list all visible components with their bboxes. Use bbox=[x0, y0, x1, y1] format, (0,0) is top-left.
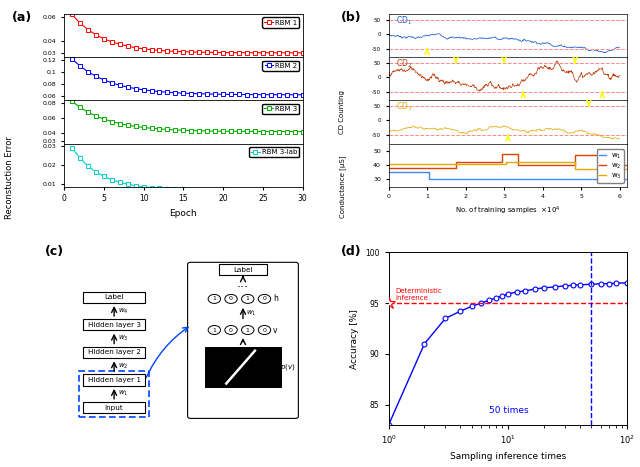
Text: Hidden layer 1: Hidden layer 1 bbox=[88, 377, 141, 383]
Text: (a): (a) bbox=[12, 11, 32, 23]
FancyBboxPatch shape bbox=[188, 262, 298, 418]
Bar bbox=[79, 371, 149, 417]
Text: h: h bbox=[273, 294, 278, 304]
Text: 0: 0 bbox=[262, 327, 266, 333]
Text: Reconstuction Error: Reconstuction Error bbox=[5, 136, 14, 219]
Text: $w_2$: $w_2$ bbox=[118, 361, 129, 371]
Text: 0: 0 bbox=[262, 297, 266, 301]
Text: v: v bbox=[273, 325, 277, 334]
Text: Label: Label bbox=[104, 294, 124, 300]
Bar bbox=[219, 264, 267, 275]
Text: (b): (b) bbox=[341, 11, 362, 23]
Legend: RBM 2: RBM 2 bbox=[262, 61, 299, 71]
Circle shape bbox=[225, 325, 237, 334]
Bar bbox=[83, 319, 145, 331]
Text: Label: Label bbox=[233, 267, 253, 273]
Text: CD$_3$: CD$_3$ bbox=[396, 101, 412, 113]
Text: 50 times: 50 times bbox=[490, 406, 529, 415]
Circle shape bbox=[259, 294, 271, 304]
Bar bbox=[83, 402, 145, 413]
Circle shape bbox=[241, 325, 254, 334]
Y-axis label: Accuracy [%]: Accuracy [%] bbox=[351, 309, 360, 368]
Text: $w_1$: $w_1$ bbox=[246, 309, 256, 318]
Bar bbox=[83, 375, 145, 386]
X-axis label: Sampling inference times: Sampling inference times bbox=[450, 452, 566, 461]
Circle shape bbox=[259, 325, 271, 334]
Text: Hidden layer 2: Hidden layer 2 bbox=[88, 349, 141, 355]
Text: $w_1$: $w_1$ bbox=[118, 389, 129, 398]
Text: (d): (d) bbox=[341, 245, 362, 258]
Text: $w_3$: $w_3$ bbox=[118, 334, 129, 343]
Text: CD$_2$: CD$_2$ bbox=[396, 58, 412, 70]
Text: (c): (c) bbox=[45, 245, 64, 258]
Text: $w_4$: $w_4$ bbox=[118, 306, 129, 316]
Bar bbox=[83, 291, 145, 303]
Text: 1: 1 bbox=[246, 297, 250, 301]
Text: Conductance [μS]: Conductance [μS] bbox=[339, 156, 346, 218]
Legend: w$_1$, w$_2$, w$_3$: w$_1$, w$_2$, w$_3$ bbox=[596, 149, 624, 183]
Bar bbox=[205, 347, 281, 387]
Bar bbox=[83, 347, 145, 358]
Text: $p(v)$: $p(v)$ bbox=[280, 362, 296, 372]
Legend: RBM 3-lab: RBM 3-lab bbox=[249, 147, 299, 157]
Legend: RBM 1: RBM 1 bbox=[262, 17, 299, 28]
Circle shape bbox=[208, 294, 221, 304]
Text: 0: 0 bbox=[229, 327, 233, 333]
Text: 1: 1 bbox=[212, 327, 216, 333]
Text: 0: 0 bbox=[229, 297, 233, 301]
X-axis label: No. of training samples  $\times10^4$: No. of training samples $\times10^4$ bbox=[455, 205, 561, 217]
Text: Hidden layer 3: Hidden layer 3 bbox=[88, 322, 141, 328]
Text: Deterministic
inference: Deterministic inference bbox=[396, 288, 442, 301]
Circle shape bbox=[208, 325, 221, 334]
Text: CD Counting: CD Counting bbox=[339, 90, 346, 134]
Text: CD$_1$: CD$_1$ bbox=[396, 14, 412, 27]
X-axis label: Epoch: Epoch bbox=[170, 209, 197, 218]
Circle shape bbox=[225, 294, 237, 304]
Text: 1: 1 bbox=[246, 327, 250, 333]
Text: 1: 1 bbox=[212, 297, 216, 301]
Text: Input: Input bbox=[105, 405, 124, 410]
Text: ...: ... bbox=[237, 277, 249, 290]
Legend: RBM 3: RBM 3 bbox=[262, 104, 299, 114]
Circle shape bbox=[241, 294, 254, 304]
